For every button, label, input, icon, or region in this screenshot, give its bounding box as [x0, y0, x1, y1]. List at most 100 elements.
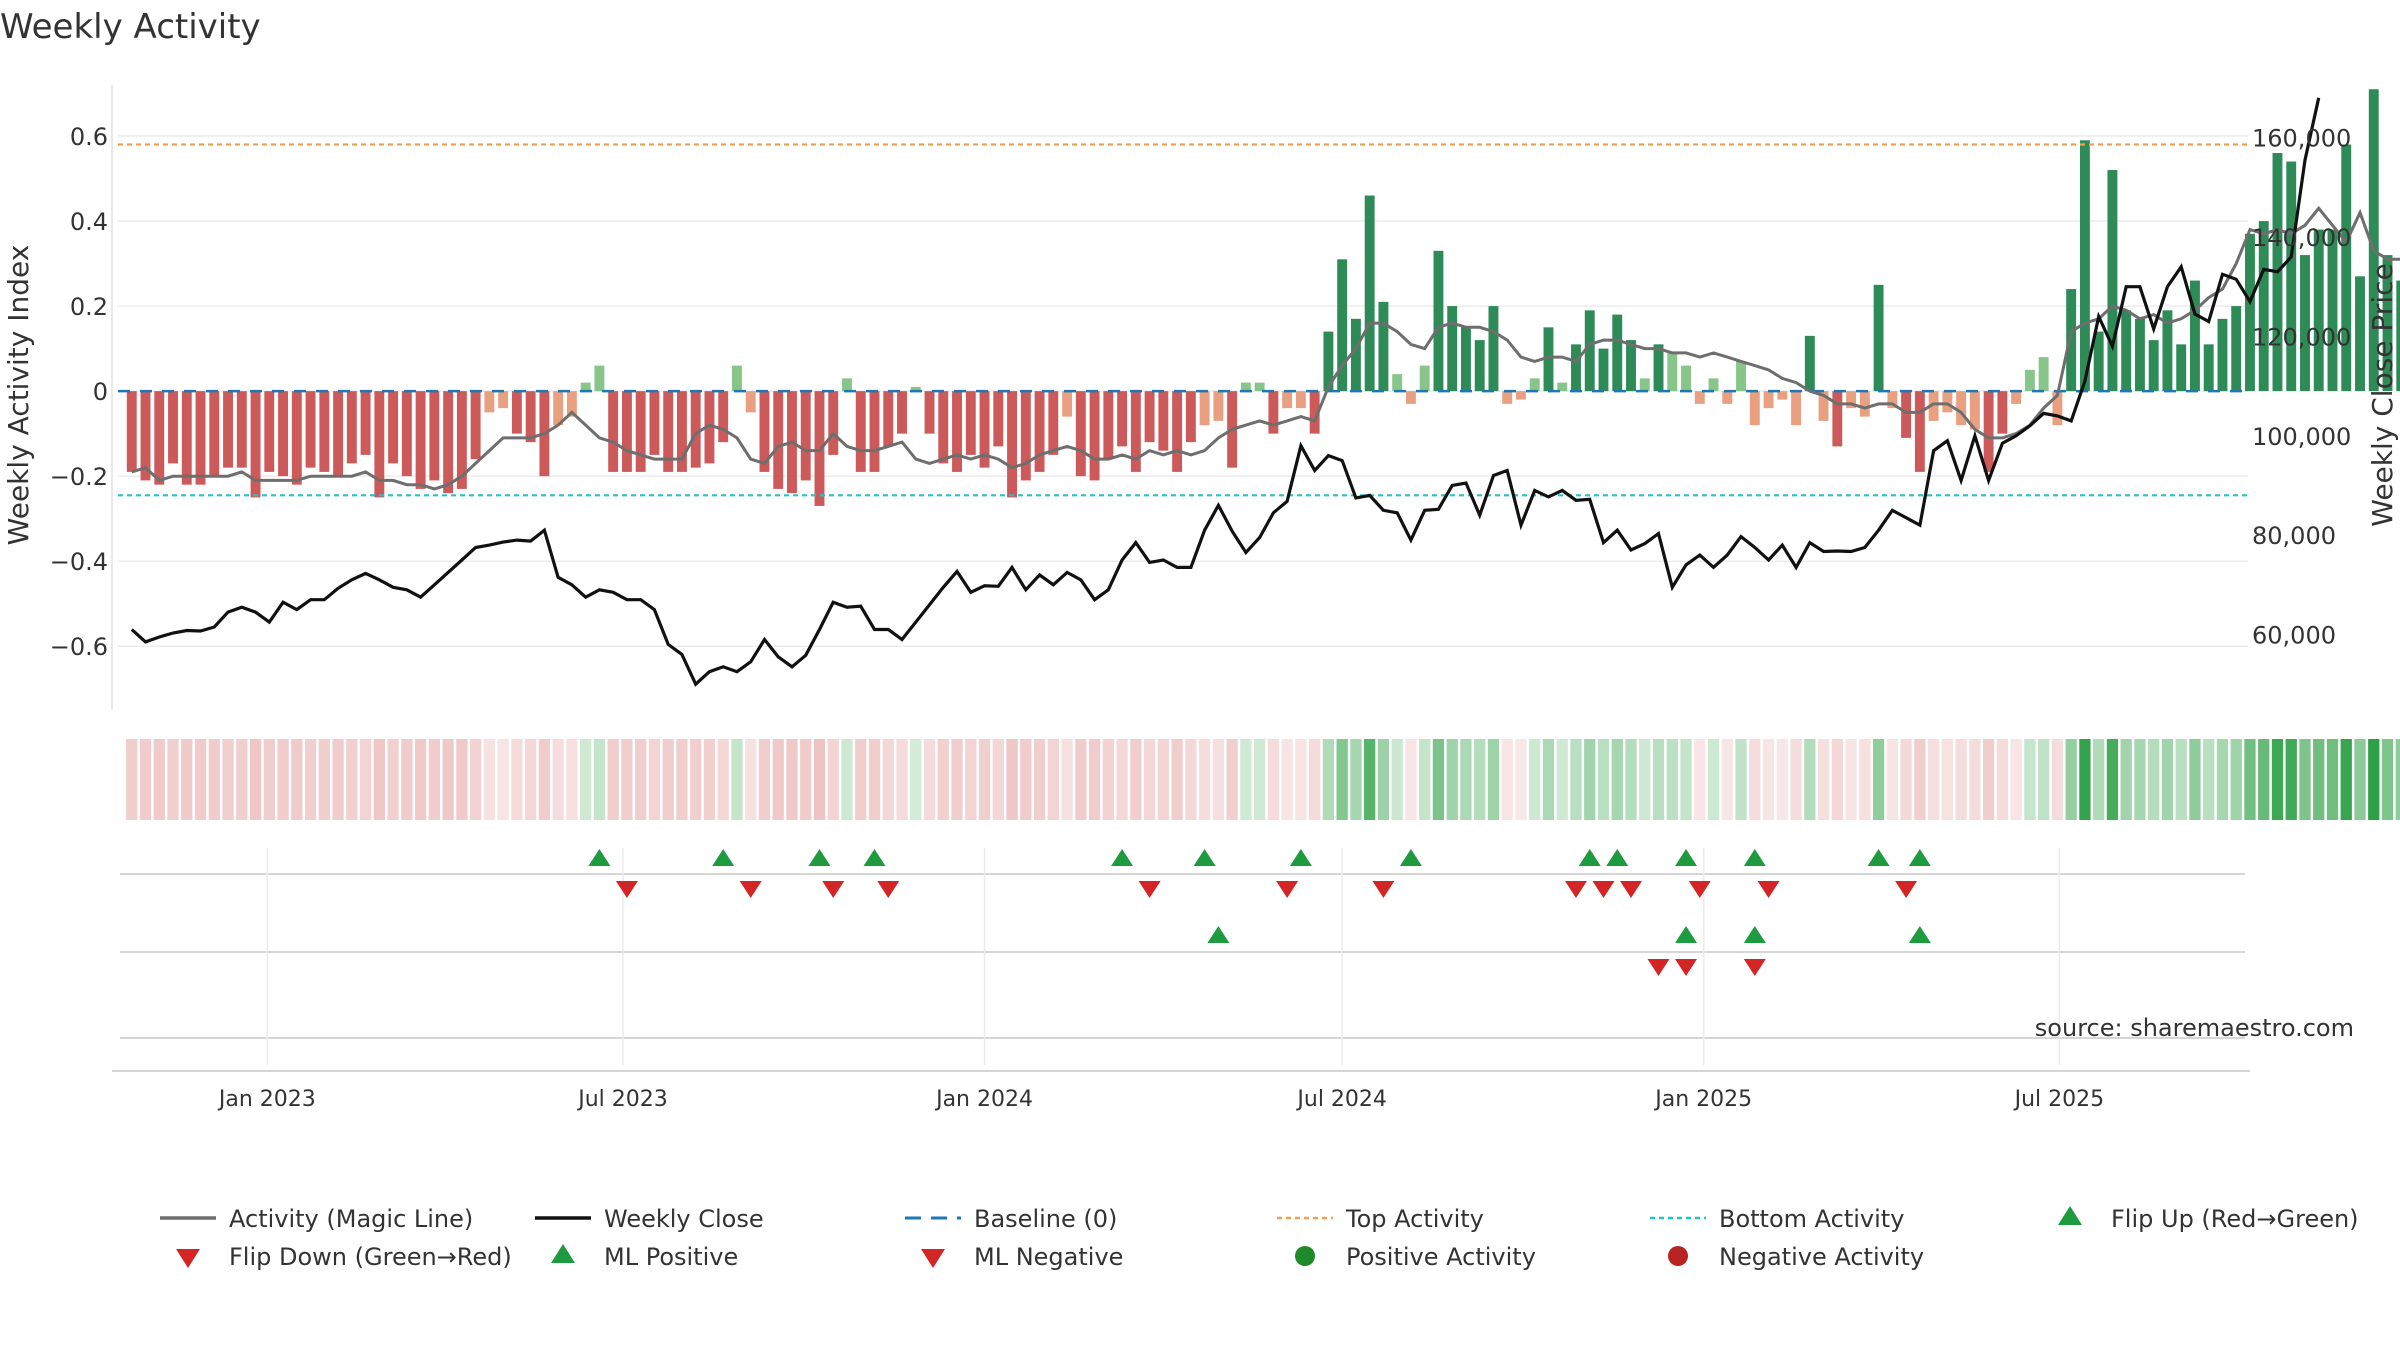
activity-bar [1956, 391, 1967, 426]
heat-cell [2216, 739, 2229, 820]
heat-cell [552, 739, 564, 820]
activity-bar [1571, 344, 1581, 392]
heat-cell [1639, 739, 1651, 820]
activity-bar [1048, 391, 1059, 455]
heat-cell [593, 739, 606, 820]
heat-cell [2326, 739, 2339, 820]
activity-bar [2148, 340, 2159, 392]
activity-bar [1378, 301, 1389, 392]
heat-cell [1941, 739, 1954, 820]
heat-cell [2093, 739, 2105, 820]
heat-cell [621, 739, 633, 820]
activity-bar [209, 391, 220, 477]
heat-cell [1776, 739, 1788, 820]
heat-cell [731, 739, 743, 820]
heat-cell [1391, 739, 1403, 820]
activity-bar [1997, 391, 2008, 434]
activity-bar [278, 391, 289, 477]
heat-cell [841, 739, 853, 820]
flip-down-marker [1138, 881, 1161, 898]
heat-cell [1267, 739, 1280, 820]
activity-bar [979, 391, 990, 468]
chart-title: Weekly Activity [0, 7, 261, 47]
heat-cell [1611, 739, 1623, 820]
right-tick-label: 140,000 [2252, 224, 2351, 252]
activity-bar [1584, 310, 1595, 392]
heat-cell [1955, 739, 1967, 820]
legend-label: Bottom Activity [1719, 1205, 1904, 1233]
flip-up-marker [1193, 849, 1216, 866]
activity-bar [1914, 391, 1925, 472]
heat-cell [2175, 739, 2187, 820]
activity-bar [1639, 378, 1650, 392]
weekly-close-series [130, 97, 2321, 687]
activity-bar [1543, 327, 1554, 392]
activity-bar [2286, 161, 2297, 392]
legend-label: Flip Up (Red→Green) [2111, 1205, 2359, 1233]
activity-bar [2011, 391, 2022, 404]
activity-bar [374, 391, 385, 498]
activity-bar [2066, 289, 2077, 392]
activity-bar [2134, 318, 2145, 392]
flip-up-marker [808, 849, 831, 866]
activity-bar [168, 391, 178, 464]
activity-bar [1502, 391, 1513, 404]
heat-cell [1075, 739, 1087, 820]
heat-cell [1446, 739, 1458, 820]
x-axis-ticks: Jan 2023 Jul 2023 Jan 2024 Jul 2024 Jan 2025… [217, 1087, 2104, 1112]
activity-bar [498, 391, 509, 409]
activity-bar [1089, 391, 1100, 481]
activity-bar [154, 391, 165, 485]
heat-cell [580, 739, 592, 820]
activity-bar [1598, 348, 1609, 392]
activity-bar [938, 391, 949, 464]
activity-bar [773, 391, 784, 489]
activity-bar [2327, 229, 2338, 392]
left-tick-label: 0.2 [70, 293, 108, 321]
activity-bar [236, 391, 247, 468]
heat-cell [1061, 739, 1073, 820]
activity-bar [1791, 391, 1802, 426]
activity-bar [388, 391, 399, 464]
activity-bar [223, 391, 233, 468]
heat-cell [965, 739, 977, 820]
activity-bar [842, 378, 852, 392]
heat-cell [442, 739, 454, 820]
heat-cell [1212, 739, 1225, 820]
flip-panel: source: sharemaestro.com [112, 848, 2354, 1072]
flip-down-marker [1895, 881, 1918, 898]
right-tick-label: 80,000 [2252, 522, 2336, 550]
activity-bar [1474, 340, 1485, 392]
activity-bar [594, 365, 605, 392]
activity-bar [1461, 327, 1471, 392]
activity-bar [1529, 378, 1540, 392]
activity-bar [1323, 331, 1334, 392]
legend-label: Positive Activity [1346, 1243, 1536, 1271]
activity-bar [2024, 369, 2035, 392]
activity-bar [580, 382, 591, 392]
heat-cell [676, 739, 688, 820]
activity-bar [484, 391, 495, 413]
main-panel: 0.6 0.4 0.2 0 −0.2 −0.4 −0.6 160,000 140,000 120… [2, 85, 2400, 710]
heat-cell [2079, 739, 2091, 820]
heat-cell [2368, 739, 2380, 820]
heat-cell [2161, 739, 2174, 820]
heat-cell [1969, 739, 1981, 820]
activity-bar [1488, 306, 1499, 392]
heat-cell [428, 739, 440, 820]
heat-cell [1666, 739, 1678, 820]
activity-bar [690, 391, 701, 468]
activity-bar [1075, 391, 1086, 477]
flip-up-marker [1675, 849, 1698, 866]
legend-item-flip_up: Flip Up (Red→Green) [2058, 1205, 2359, 1233]
legend-label: ML Positive [604, 1243, 738, 1271]
heat-cell [2313, 739, 2325, 820]
activity-bar [1254, 382, 1265, 392]
flip-up-marker [712, 849, 735, 866]
flip-down-marker [1592, 881, 1615, 898]
activity-bar [1804, 335, 1815, 392]
heat-cell [194, 739, 207, 820]
heat-cell [1047, 739, 1059, 820]
heat-cell [2395, 739, 2400, 820]
heat-cell [2120, 739, 2132, 820]
